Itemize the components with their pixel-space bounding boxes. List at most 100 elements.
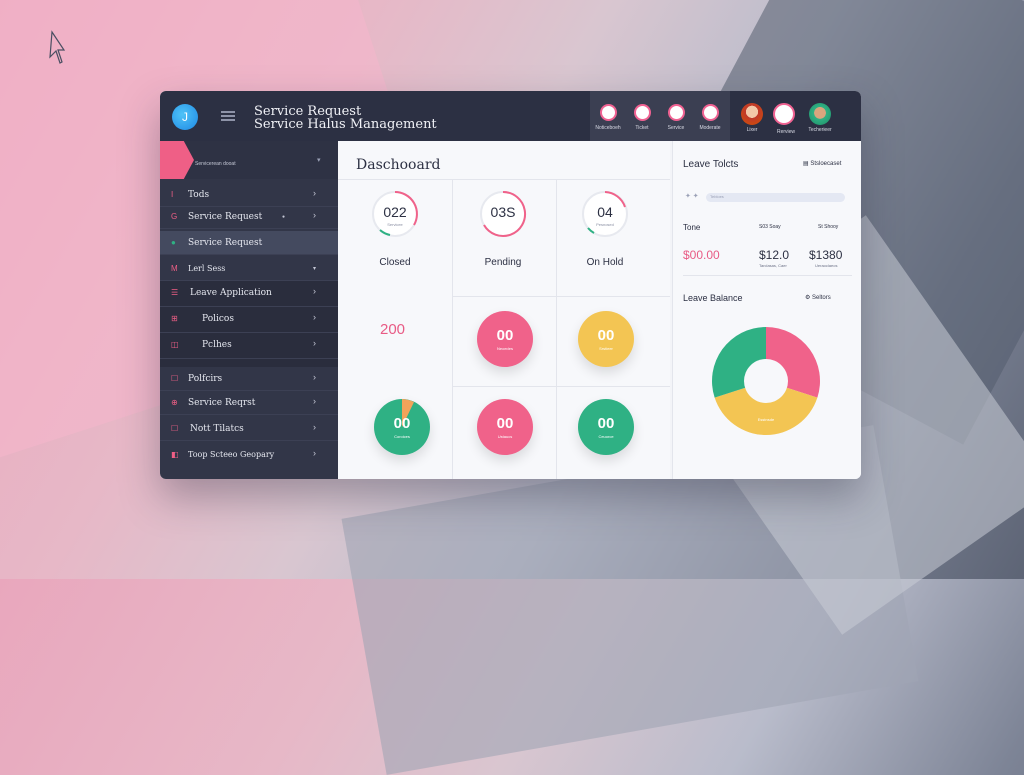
closed-value: 022: [383, 204, 407, 220]
user-avatar-techerieer[interactable]: Techerieer: [808, 103, 832, 133]
avatar-label: Techerieer: [808, 127, 832, 133]
user-avatar-rerview[interactable]: Rerview: [773, 103, 795, 135]
chevron-right-icon: ›: [313, 422, 316, 432]
on-hold-label: On Hold: [586, 257, 624, 268]
folder-icon: ◫: [171, 340, 179, 349]
notification-icon: [599, 104, 617, 121]
bubble-value: 00: [496, 327, 514, 344]
bubble-value: 00: [496, 415, 514, 432]
document-icon: ☰: [171, 288, 179, 297]
logo-glyph: J: [182, 110, 188, 124]
ticket-button[interactable]: Ticket: [625, 104, 659, 131]
sidebar-item-service-request-active[interactable]: ● Service Request: [160, 231, 338, 255]
mail-icon: M: [171, 264, 178, 273]
bubble-value: 00: [393, 415, 411, 432]
service-icon: [667, 104, 685, 121]
header-action-group: Noticeboeh Ticket Service Moderate: [590, 91, 730, 141]
app-title: Service Request: [254, 104, 362, 119]
sidebar-item-pclhes[interactable]: ◫ Pclhes ›: [160, 333, 338, 359]
sidebar-item-toop-scteeo-geopary[interactable]: ◧ Toop Scteeo Geopary ›: [160, 443, 338, 467]
sidebar-item-leave-application[interactable]: ☰ Leave Application ›: [160, 281, 338, 307]
closed-ring-chart: [372, 191, 418, 237]
column-header-3: St Shooy: [818, 224, 839, 230]
sidebar: Servicerean dooat ▾ I Tods › G Service R…: [160, 141, 338, 479]
request-icon: ⊕: [171, 398, 178, 407]
on-hold-ring-chart: [582, 191, 628, 237]
chevron-right-icon: ›: [313, 312, 316, 322]
sidebar-header-label: Servicerean dooat: [195, 161, 236, 167]
chevron-right-icon: ›: [313, 396, 316, 406]
metric-bubble-coroices[interactable]: 00 Coroices: [374, 399, 430, 455]
bubble-subtext: Neoedes: [496, 346, 513, 351]
sidebar-item-label: Leave Application: [190, 288, 272, 298]
settings-button[interactable]: Moderate: [693, 104, 727, 131]
chevron-down-icon: ▾: [313, 266, 317, 272]
leave-balance-title: Leave Balance: [683, 293, 743, 303]
pie-slice[interactable]: [714, 381, 818, 435]
on-hold-stat-ring[interactable]: 04 Pesnosed: [580, 189, 630, 239]
search-input[interactable]: Tebloes: [706, 193, 845, 202]
metric-bubble-ceuorce[interactable]: 00 Ceuorce: [578, 399, 634, 455]
avatar-label: Lixer: [746, 127, 758, 133]
tods-icon: I: [171, 190, 174, 199]
notification-button[interactable]: Noticeboeh: [591, 104, 625, 131]
sidebar-item-service-request[interactable]: G Service Request ● ›: [160, 205, 338, 229]
sidebar-item-polfcirs[interactable]: ☐ Polfcirs ›: [160, 367, 338, 391]
sidebar-item-label: Lerl Sess: [188, 264, 226, 273]
sidebar-active-tab: [160, 141, 194, 179]
policy-icon: ⊞: [171, 314, 178, 323]
cursor-decoration-icon: [49, 30, 66, 64]
sidebar-item-label: Service Reqrst: [188, 398, 256, 408]
on-hold-value: 04: [597, 204, 613, 220]
leave-tickets-link[interactable]: ▤ Stsloecaset: [803, 160, 841, 167]
top-header: J Service Request Service Halus Manageme…: [160, 91, 861, 141]
bubble-value: 00: [597, 415, 615, 432]
sidebar-item-service-reqrst[interactable]: ⊕ Service Reqrst ›: [160, 391, 338, 415]
balance-link-label: Seltors: [812, 295, 831, 301]
dashboard-panel: Daschooard 022 Servicee Closed 03S Pendi…: [338, 141, 670, 479]
pending-value: 03S: [490, 204, 516, 220]
sidebar-item-label: Service Request: [188, 238, 263, 248]
sidebar-item-label: Pclhes: [202, 340, 232, 350]
metric-bubble-srstieer[interactable]: 00 Srstieer: [578, 311, 634, 367]
sidebar-item-policos[interactable]: ⊞ Policos ›: [160, 307, 338, 333]
star-icon: ✦ ✦: [685, 193, 699, 200]
ticket-icon: [633, 104, 651, 121]
note-icon: ☐: [171, 424, 179, 433]
leave-value-2: $12.0: [759, 248, 790, 262]
closed-stat-ring[interactable]: 022 Servicee: [370, 189, 420, 239]
leave-balance-donut-chart[interactable]: Esstnsde: [706, 321, 826, 441]
divider: [556, 179, 557, 479]
divider: [452, 386, 670, 387]
ticket-label: Ticket: [635, 125, 649, 131]
divider: [683, 275, 852, 276]
menu-toggle-icon[interactable]: [221, 111, 235, 121]
chevron-right-icon: ›: [313, 338, 316, 348]
sidebar-item-tods[interactable]: I Tods ›: [160, 183, 338, 207]
metric-bubble-ustaucs[interactable]: 00 Ustaucs: [477, 399, 533, 455]
pie-slice-label: Esstnsde: [758, 417, 775, 422]
metric-bubble-neoedes[interactable]: 00 Neoedes: [477, 311, 533, 367]
sidebar-item-label: Nott Tilatcs: [190, 424, 244, 434]
service-button[interactable]: Service: [659, 104, 693, 131]
column-header-tone: Tone: [683, 223, 701, 232]
chevron-right-icon: ›: [313, 448, 316, 458]
chevron-right-icon: ›: [313, 188, 316, 198]
closed-subtext: Servicee: [387, 222, 403, 227]
pending-stat-ring[interactable]: 03S: [478, 189, 528, 239]
chevron-right-icon: ›: [313, 210, 316, 220]
closed-label: Closed: [379, 257, 411, 268]
bubble-progress-arc: [402, 399, 414, 427]
dot-icon: ●: [282, 214, 286, 220]
leave-balance-link[interactable]: ⚙ Seltors: [805, 294, 831, 301]
user-avatar-lixer[interactable]: Lixer: [741, 103, 763, 133]
app-logo[interactable]: J: [172, 104, 198, 130]
service-label: Service: [667, 125, 685, 131]
divider: [452, 179, 453, 479]
pending-label: Pending: [484, 257, 522, 268]
sidebar-item-label: Tods: [188, 190, 210, 200]
leave-value-3: $1380: [809, 248, 843, 262]
sidebar-item-lerl-sess[interactable]: M Lerl Sess ▾: [160, 257, 338, 281]
sidebar-header[interactable]: Servicerean dooat ▾: [160, 141, 338, 179]
sidebar-item-nott-tilatcs[interactable]: ☐ Nott Tilatcs ›: [160, 417, 338, 441]
